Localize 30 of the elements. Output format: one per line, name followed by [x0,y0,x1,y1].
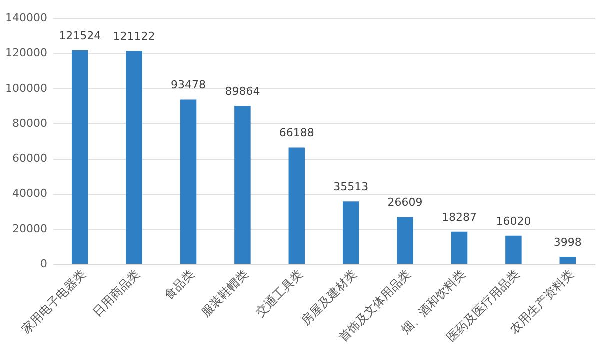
bar [288,148,306,264]
bar [126,51,142,264]
x-tick-label: 日用商品类 [90,267,143,320]
bar [397,217,414,264]
bar [234,106,251,264]
y-tick-label: 20000 [12,222,48,236]
data-label: 26609 [388,196,423,210]
data-label: 89864 [225,85,260,98]
data-label: 35513 [334,180,369,194]
data-label: 121524 [59,29,102,42]
data-label: 93478 [171,78,206,92]
data-label: 16020 [496,214,532,228]
bar [560,256,576,264]
y-tick-label: 100000 [6,82,48,95]
y-tick-label: 60000 [12,152,48,166]
bar [342,202,360,264]
bar [180,100,197,264]
data-label: 121122 [113,30,156,44]
y-tick-label: 140000 [6,12,48,24]
bar [72,50,88,264]
data-label: 66188 [279,126,314,140]
data-label: 3998 [554,236,582,249]
bar [451,232,468,264]
x-tick-label: 食品类 [162,267,197,302]
data-label: 18287 [442,210,477,224]
x-tick-label: 服装鞋帽类 [198,267,252,320]
bar [506,236,522,264]
y-tick-label: 40000 [12,187,48,200]
y-tick-label: 120000 [6,46,48,60]
y-tick-label: 80000 [12,116,48,130]
